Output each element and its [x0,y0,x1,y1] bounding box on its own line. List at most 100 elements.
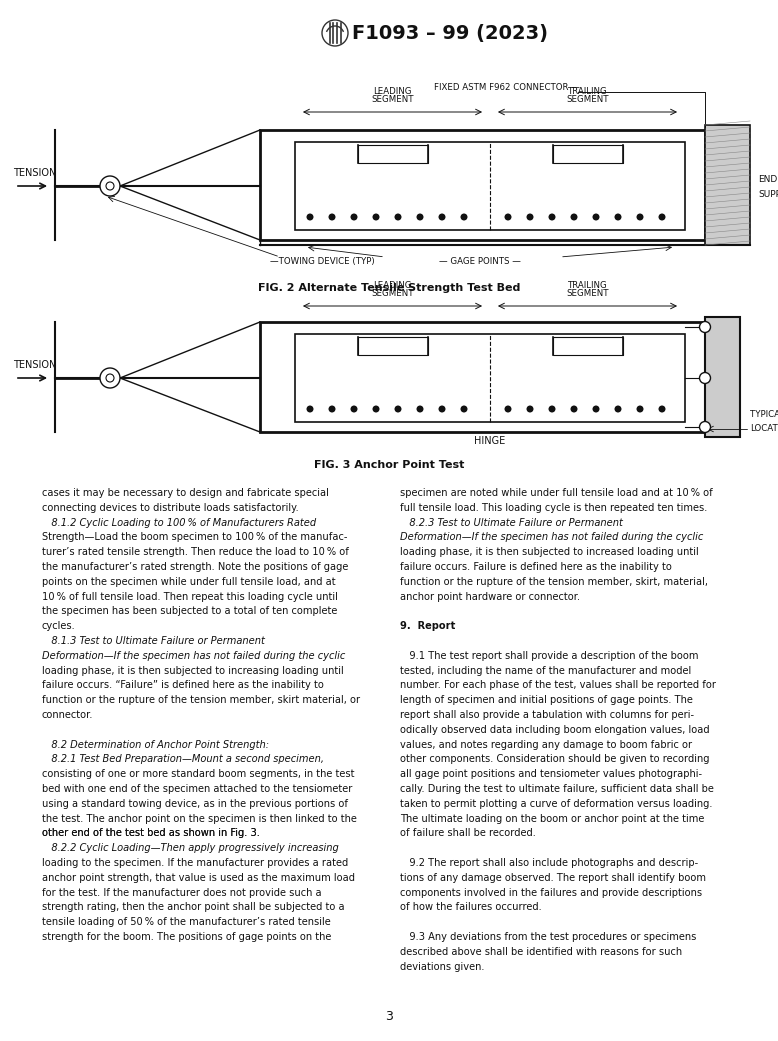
Text: loading to the specimen. If the manufacturer provides a rated: loading to the specimen. If the manufact… [42,858,349,868]
Circle shape [593,213,600,221]
Circle shape [439,213,446,221]
Text: LEADING: LEADING [373,281,412,290]
Text: The ultimate loading on the boom or anchor point at the time: The ultimate loading on the boom or anch… [400,814,704,823]
Circle shape [570,213,577,221]
Text: points on the specimen while under full tensile load, and at: points on the specimen while under full … [42,577,335,587]
Circle shape [699,422,710,432]
Text: F1093 – 99 (2023): F1093 – 99 (2023) [352,24,548,43]
Text: TRAILING: TRAILING [568,281,608,290]
Text: SEGMENT: SEGMENT [371,289,414,298]
Text: —TOWING DEVICE (TYP): —TOWING DEVICE (TYP) [270,257,375,266]
Circle shape [416,213,423,221]
Circle shape [615,406,622,412]
Circle shape [593,406,600,412]
Text: SEGMENT: SEGMENT [371,95,414,104]
Text: TENSION: TENSION [13,360,57,370]
Circle shape [548,213,555,221]
Circle shape [658,406,665,412]
Text: TYPICAL ANCHOR POINT: TYPICAL ANCHOR POINT [750,410,778,418]
Circle shape [461,406,468,412]
Text: bed with one end of the specimen attached to the tensiometer: bed with one end of the specimen attache… [42,784,352,794]
Text: anchor point hardware or connector.: anchor point hardware or connector. [400,591,580,602]
Circle shape [699,373,710,383]
Circle shape [416,406,423,412]
Text: 3: 3 [385,1010,393,1022]
Circle shape [636,213,643,221]
Text: using a standard towing device, as in the previous portions of: using a standard towing device, as in th… [42,798,348,809]
Text: END: END [758,176,777,184]
Text: HINGE: HINGE [475,436,506,446]
Text: loading phase, it is then subjected to increasing loading until: loading phase, it is then subjected to i… [42,665,344,676]
Bar [552,337,622,355]
Text: TRAILING: TRAILING [568,87,608,96]
Text: SEGMENT: SEGMENT [566,95,608,104]
Text: LEADING: LEADING [373,87,412,96]
Text: specimen are noted while under full tensile load and at 10 % of: specimen are noted while under full tens… [400,488,713,498]
Circle shape [504,406,511,412]
Bar [295,142,685,230]
Text: function or the rupture of the tension member, skirt, material,: function or the rupture of the tension m… [400,577,708,587]
Circle shape [328,213,335,221]
Text: HINGE: HINGE [475,181,506,191]
Text: 9.  Report: 9. Report [400,621,455,631]
Text: described above shall be identified with reasons for such: described above shall be identified with… [400,947,682,957]
Text: cycles.: cycles. [42,621,75,631]
Text: turer’s rated tensile strength. Then reduce the load to 10 % of: turer’s rated tensile strength. Then red… [42,548,349,557]
Text: 8.2.3 Test to Ultimate Failure or Permanent: 8.2.3 Test to Ultimate Failure or Perman… [400,517,623,528]
Bar [295,334,685,422]
Text: FIG. 2 Alternate Tensile Strength Test Bed: FIG. 2 Alternate Tensile Strength Test B… [258,283,520,293]
Text: connecting devices to distribute loads satisfactorily.: connecting devices to distribute loads s… [42,503,299,513]
Text: 8.1.3 Test to Ultimate Failure or Permanent: 8.1.3 Test to Ultimate Failure or Perman… [42,636,265,646]
Circle shape [100,176,120,196]
Text: 8.2 Determination of Anchor Point Strength:: 8.2 Determination of Anchor Point Streng… [42,739,269,750]
Bar [705,125,750,245]
Bar [260,130,705,240]
Text: anchor point strength, that value is used as the maximum load: anchor point strength, that value is use… [42,872,355,883]
Circle shape [527,406,534,412]
Text: taken to permit plotting a curve of deformation versus loading.: taken to permit plotting a curve of defo… [400,798,713,809]
Text: report shall also provide a tabulation with columns for peri-: report shall also provide a tabulation w… [400,710,694,720]
Text: all gage point positions and tensiometer values photographi-: all gage point positions and tensiometer… [400,769,702,780]
Text: SEGMENT: SEGMENT [566,289,608,298]
Text: other components. Consideration should be given to recording: other components. Consideration should b… [400,755,710,764]
Text: FIG. 3 Anchor Point Test: FIG. 3 Anchor Point Test [314,460,464,469]
Circle shape [570,406,577,412]
Text: the specimen has been subjected to a total of ten complete: the specimen has been subjected to a tot… [42,607,338,616]
Circle shape [394,213,401,221]
Text: 8.1.2 Cyclic Loading to 100 % of Manufacturers Rated: 8.1.2 Cyclic Loading to 100 % of Manufac… [42,517,316,528]
Circle shape [439,406,446,412]
Text: the test. The anchor point on the specimen is then linked to the: the test. The anchor point on the specim… [42,814,357,823]
Text: odically observed data including boom elongation values, load: odically observed data including boom el… [400,725,710,735]
Text: tions of any damage observed. The report shall identify boom: tions of any damage observed. The report… [400,872,706,883]
Text: loading phase, it is then subjected to increased loading until: loading phase, it is then subjected to i… [400,548,699,557]
Bar [705,318,740,437]
Text: strength rating, then the anchor point shall be subjected to a: strength rating, then the anchor point s… [42,903,345,912]
Text: tested, including the name of the manufacturer and model: tested, including the name of the manufa… [400,665,691,676]
Circle shape [351,406,358,412]
Circle shape [328,406,335,412]
Text: — GAGE POINTS —: — GAGE POINTS — [439,257,521,266]
Text: the manufacturer’s rated strength. Note the positions of gage: the manufacturer’s rated strength. Note … [42,562,349,572]
Text: deviations given.: deviations given. [400,962,485,971]
Text: failure occurs. Failure is defined here as the inability to: failure occurs. Failure is defined here … [400,562,672,572]
Circle shape [548,406,555,412]
Circle shape [527,213,534,221]
Circle shape [658,213,665,221]
Text: of failure shall be recorded.: of failure shall be recorded. [400,829,536,838]
Bar [358,337,427,355]
Text: Deformation—If the specimen has not failed during the cyclic: Deformation—If the specimen has not fail… [400,532,703,542]
Text: failure occurs. “Failure” is defined here as the inability to: failure occurs. “Failure” is defined her… [42,681,324,690]
Text: cases it may be necessary to design and fabricate special: cases it may be necessary to design and … [42,488,329,498]
Text: connector.: connector. [42,710,93,720]
Text: TENSION: TENSION [13,168,57,178]
Text: length of specimen and initial positions of gage points. The: length of specimen and initial positions… [400,695,693,705]
Text: for the test. If the manufacturer does not provide such a: for the test. If the manufacturer does n… [42,888,321,897]
Bar [260,322,705,432]
Circle shape [636,406,643,412]
Text: 9.3 Any deviations from the test procedures or specimens: 9.3 Any deviations from the test procedu… [400,932,696,942]
Text: components involved in the failures and provide descriptions: components involved in the failures and … [400,888,702,897]
Circle shape [504,213,511,221]
Text: other end of the test bed as shown in Fig. 3.: other end of the test bed as shown in Fi… [42,829,260,838]
Circle shape [394,406,401,412]
Text: SUPPORT: SUPPORT [758,191,778,200]
